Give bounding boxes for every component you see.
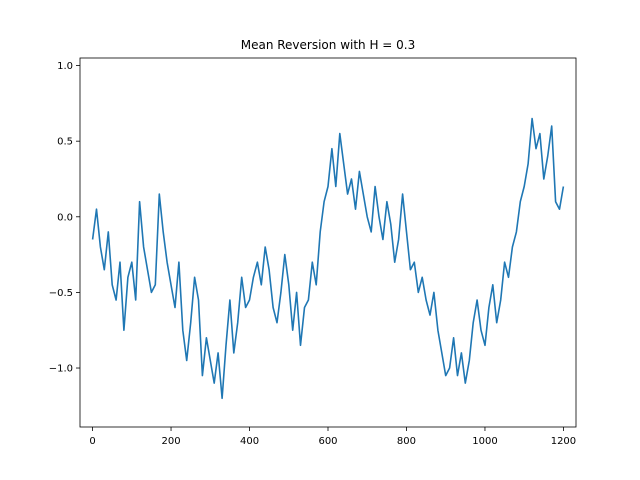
series-line-0	[91, 117, 565, 400]
x-tick-label: 1000	[472, 436, 497, 447]
x-tick-label: 0	[89, 436, 95, 447]
x-tick-label: 400	[240, 436, 259, 447]
y-tick-label: −0.5	[49, 288, 73, 299]
x-tick-label: 1200	[551, 436, 576, 447]
y-tick-label: −1.0	[49, 364, 73, 375]
x-tick-label: 800	[397, 436, 416, 447]
x-axis: 0 200 400 600 800 1000 1200	[89, 427, 576, 447]
y-tick-label: 0.0	[57, 212, 73, 223]
chart-title: Mean Reversion with H = 0.3	[241, 38, 416, 52]
x-tick-label: 600	[318, 436, 337, 447]
plot-area	[91, 117, 565, 400]
axes-frame	[79, 57, 577, 428]
y-tick-label: 1.0	[57, 61, 73, 72]
y-tick-label: 0.5	[57, 137, 73, 148]
y-axis: 1.0 0.5 0.0 −0.5 −1.0	[49, 61, 80, 375]
x-tick-label: 200	[161, 436, 180, 447]
